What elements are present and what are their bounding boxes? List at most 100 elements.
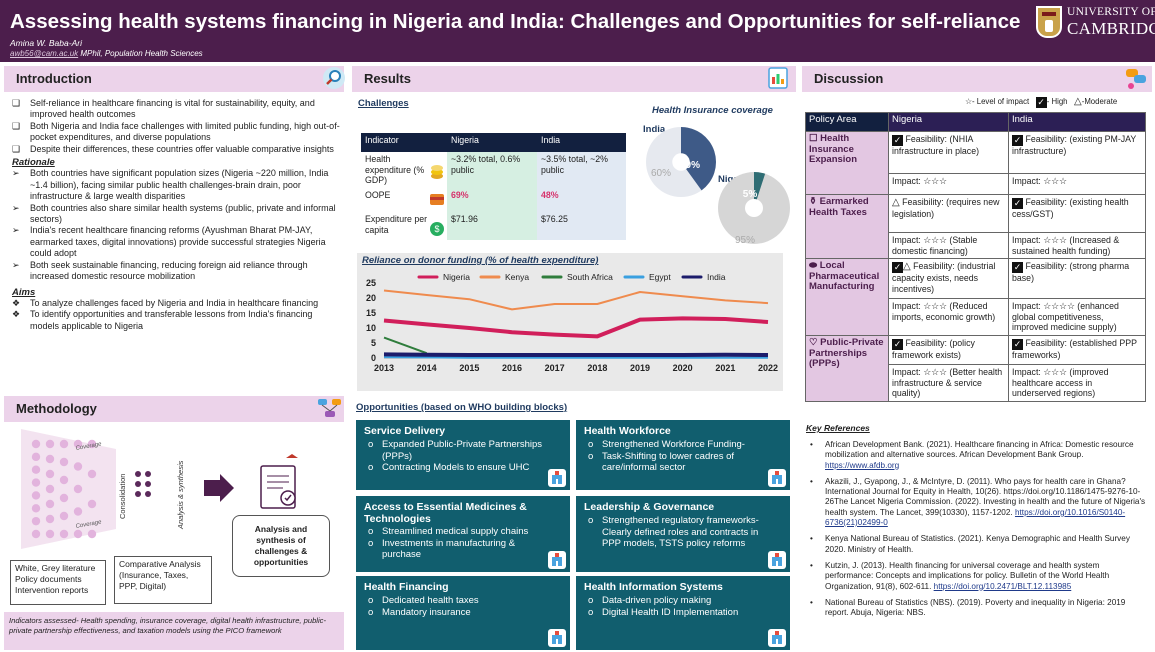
challenges-table: Indicator Nigeria India Health expenditu…: [361, 133, 626, 240]
bullet-marker: ❑: [12, 98, 21, 108]
introduction-heading: Introduction: [16, 71, 92, 86]
triangle-icon: △: [892, 197, 900, 208]
comparative-analysis-box: Comparative Analysis (Insurance, Taxes, …: [114, 556, 212, 604]
flowchart-icon: [318, 399, 341, 417]
report-icon: [768, 67, 788, 89]
check-icon: ✓: [1012, 262, 1023, 274]
pill-icon: ⬬: [809, 260, 818, 272]
x-tick-label: 2013: [374, 363, 394, 373]
list-item: ➢ Both seek sustainable financing, reduci…: [12, 260, 342, 283]
literature-dot: [73, 484, 83, 494]
reference-item: African Development Bank. (2021). Health…: [808, 440, 1148, 471]
table-row: ⬬ Local Pharmaceutical Manufacturing ✓ △ …: [805, 258, 1146, 336]
opportunity-title: Leadership & Governance: [584, 501, 715, 513]
y-tick-label: 15: [366, 308, 376, 318]
legend-label: Nigeria: [443, 272, 470, 282]
table-cell: ✓ Feasibility: (existing PM-JAY infrastr…: [1008, 131, 1146, 174]
opportunity-list: Expanded Public-Private Partnerships (PP…: [368, 439, 548, 474]
table-cell: Impact: ☆☆☆: [888, 173, 1009, 195]
literature-dot: [31, 452, 41, 462]
reference-text: Kutzin, J. (2013). Health financing for …: [825, 560, 1110, 591]
list-item: ➢ Both countries also share similar healt…: [12, 203, 342, 226]
literature-dot: [45, 514, 55, 524]
insurance-title: Health Insurance coverage: [652, 105, 773, 116]
table-header-nigeria: Nigeria: [447, 133, 537, 152]
check-icon: ✓: [1012, 198, 1023, 209]
coin-bag-icon: ⚱: [809, 196, 817, 207]
consolidation-dot: [135, 491, 141, 497]
sources-box: White, Grey literature Policy documents …: [10, 560, 106, 605]
table-cell: ✓ Feasibility: (existing health cess/GST…: [1008, 194, 1146, 233]
rationale-list: ➢ Both countries have significant populat…: [12, 168, 342, 282]
references-list: African Development Bank. (2021). Health…: [808, 440, 1148, 624]
opportunity-box: Health Financing Dedicated health taxesMa…: [356, 576, 570, 650]
bullet-marker: ➢: [12, 202, 20, 213]
series-line-kenya: [383, 289, 769, 311]
list-item-text: Both Nigeria and India face challenges w…: [30, 120, 340, 143]
disc-header-nigeria: Nigeria: [888, 112, 1009, 132]
checkbox-icon: ☐: [809, 133, 818, 144]
series-line-south-africa: [383, 336, 428, 355]
bullet-marker: ➢: [12, 225, 20, 236]
reference-link[interactable]: https://doi.org/10.2471/BLT.12.113985: [933, 581, 1072, 591]
reference-text: National Bureau of Statistics (NBS). (20…: [825, 597, 1126, 618]
aims-list: ❖ To analyze challenges faced by Nigeria …: [12, 298, 342, 332]
literature-dot: [73, 529, 83, 539]
india-pie: [646, 127, 716, 197]
y-tick-label: 0: [371, 353, 376, 363]
opportunity-item: Contracting Models to ensure UHC: [368, 462, 548, 474]
table-cell: $71.96: [447, 212, 537, 240]
funnel-dots: [31, 439, 97, 539]
table-row: Health expenditure (% GDP) ~3.2% total, …: [361, 152, 626, 188]
check-icon: ✓: [1012, 338, 1023, 350]
y-tick-label: 5: [371, 338, 376, 348]
x-tick-label: 2014: [417, 363, 437, 373]
opportunity-item: Investments in manufacturing & purchase: [368, 538, 548, 561]
consolidation-label: Consolidation: [118, 474, 127, 519]
y-tick-label: 10: [366, 323, 376, 333]
table-cell: Impact: ☆☆☆: [1008, 173, 1146, 195]
policy-area: ♡ Public-Private Partnerships (PPPs): [805, 334, 889, 402]
intro-bullets: ❑ Self-reliance in healthcare financing i…: [12, 98, 342, 155]
x-tick-label: 2015: [459, 363, 479, 373]
analysis-synthesis-label: Analysis & synthesis: [176, 460, 185, 530]
methodology-heading: Methodology: [16, 401, 97, 416]
reference-item: Akazili, J., Gyapong, J., & McIntyre, D.…: [808, 477, 1148, 528]
author-email-link[interactable]: awb56@cam.ac.uk: [10, 49, 79, 58]
table-row: OOPE 69% 48%: [361, 188, 626, 212]
table-row: ☐ Health Insurance Expansion ✓ Feasibili…: [805, 131, 1146, 195]
disc-header-india: India: [1008, 112, 1146, 132]
list-item: ➢ India's recent healthcare financing ref…: [12, 225, 342, 259]
literature-dot: [31, 504, 41, 513]
discussion-heading: Discussion: [814, 71, 884, 86]
methodology-header: Methodology: [4, 396, 344, 422]
reference-link[interactable]: https://www.afdb.org: [825, 460, 900, 470]
india-uncovered-label: 60%: [651, 168, 671, 179]
x-tick-label: 2021: [715, 363, 735, 373]
consolidation-dot: [145, 471, 151, 477]
x-tick-label: 2018: [587, 363, 607, 373]
list-item: ❑ Both Nigeria and India face challenges …: [12, 121, 342, 144]
table-row: ♡ Public-Private Partnerships (PPPs) ✓ F…: [805, 334, 1146, 402]
hospital-icon: [548, 469, 566, 487]
literature-dot: [59, 439, 69, 449]
indicators-footer: Indicators assessed- Health spending, in…: [4, 612, 344, 650]
triangle-icon: △: [1074, 96, 1082, 107]
check-icon: ✓: [1035, 97, 1047, 108]
chat-bubbles-icon: [1126, 69, 1146, 89]
insurance-pies: 40% 60% 5% 95%: [646, 127, 790, 246]
analysis-output-box: Analysis and synthesis of challenges & o…: [232, 515, 330, 577]
reference-link[interactable]: https://doi.org/10.1016/S0140-6736(21)02…: [825, 507, 1126, 528]
doctor-icon: [768, 469, 786, 487]
affiliation: MPhil, Population Health Sciences: [80, 49, 203, 58]
table-cell: ~3.2% total, 0.6% public: [447, 152, 537, 188]
table-cell: ✓ Feasibility: (strong pharma base): [1008, 258, 1146, 300]
references-heading: Key References: [806, 423, 870, 433]
document-icon: [260, 454, 298, 509]
list-item-text: Self-reliance in healthcare financing is…: [30, 98, 315, 120]
policy-area: ⚱ Earmarked Health Taxes: [805, 193, 889, 260]
table-cell: ~3.5% total, ~2% public: [537, 152, 626, 188]
policy-area: ⬬ Local Pharmaceutical Manufacturing: [805, 258, 889, 336]
opportunity-box: Leadership & Governance Strengthened regu…: [576, 496, 790, 572]
